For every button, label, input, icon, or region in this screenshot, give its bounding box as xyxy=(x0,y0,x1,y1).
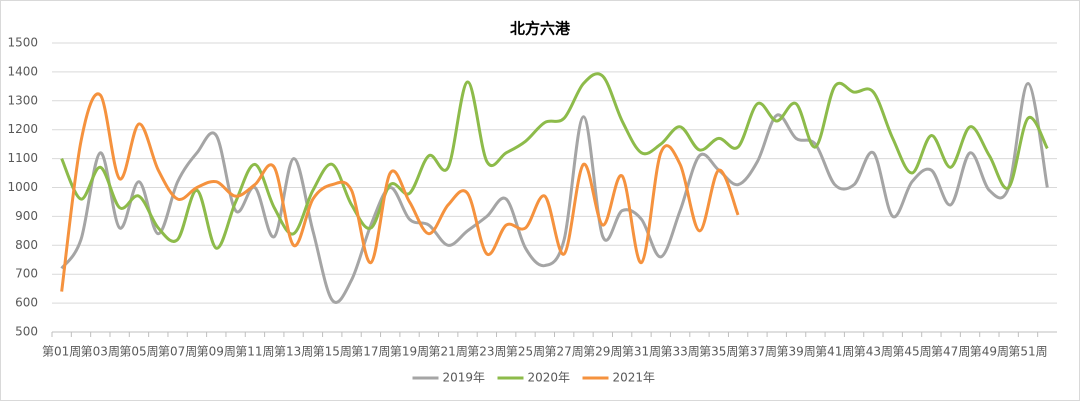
x-tick-label: 第41周 xyxy=(815,345,854,359)
y-tick-label: 600 xyxy=(15,296,38,310)
legend-label: 2019年 xyxy=(443,371,486,385)
x-tick-label: 第15周 xyxy=(313,345,352,359)
x-tick-label: 第51周 xyxy=(1008,345,1047,359)
x-tick-label: 第23周 xyxy=(467,345,506,359)
y-tick-label: 800 xyxy=(15,238,38,252)
x-tick-label: 第17周 xyxy=(351,345,390,359)
x-tick-label: 第39周 xyxy=(776,345,815,359)
x-tick-label: 第27周 xyxy=(545,345,584,359)
y-tick-label: 1200 xyxy=(7,122,38,136)
x-tick-label: 第45周 xyxy=(892,345,931,359)
x-tick-label: 第11周 xyxy=(235,345,274,359)
x-tick-label: 第01周 xyxy=(42,345,81,359)
y-tick-label: 1500 xyxy=(7,36,38,50)
x-tick-label: 第09周 xyxy=(197,345,236,359)
x-tick-label: 第25周 xyxy=(506,345,545,359)
y-tick-label: 900 xyxy=(15,209,38,223)
x-tick-label: 第21周 xyxy=(429,345,468,359)
x-tick-label: 第49周 xyxy=(970,345,1009,359)
x-tick-label: 第43周 xyxy=(854,345,893,359)
x-tick-label: 第19周 xyxy=(390,345,429,359)
x-tick-label: 第13周 xyxy=(274,345,313,359)
chart-title: 北方六港 xyxy=(510,20,571,38)
x-tick-label: 第05周 xyxy=(119,345,158,359)
y-tick-label: 1100 xyxy=(7,151,38,165)
y-tick-label: 500 xyxy=(15,325,38,339)
y-tick-label: 1300 xyxy=(7,93,38,107)
x-tick-label: 第07周 xyxy=(158,345,197,359)
x-tick-label: 第29周 xyxy=(583,345,622,359)
x-tick-label: 第31周 xyxy=(622,345,661,359)
series-line xyxy=(60,72,1049,250)
x-tick-label: 第35周 xyxy=(699,345,738,359)
x-tick-label: 第47周 xyxy=(931,345,970,359)
x-tick-label: 第33周 xyxy=(660,345,699,359)
x-tick-label: 第37周 xyxy=(738,345,777,359)
series-line xyxy=(60,92,740,292)
y-tick-label: 1400 xyxy=(7,64,38,78)
legend-label: 2021年 xyxy=(613,371,656,385)
y-tick-label: 1000 xyxy=(7,180,38,194)
legend-label: 2020年 xyxy=(528,371,571,385)
series-line xyxy=(60,81,1049,304)
y-tick-label: 700 xyxy=(15,267,38,281)
x-tick-label: 第03周 xyxy=(81,345,120,359)
